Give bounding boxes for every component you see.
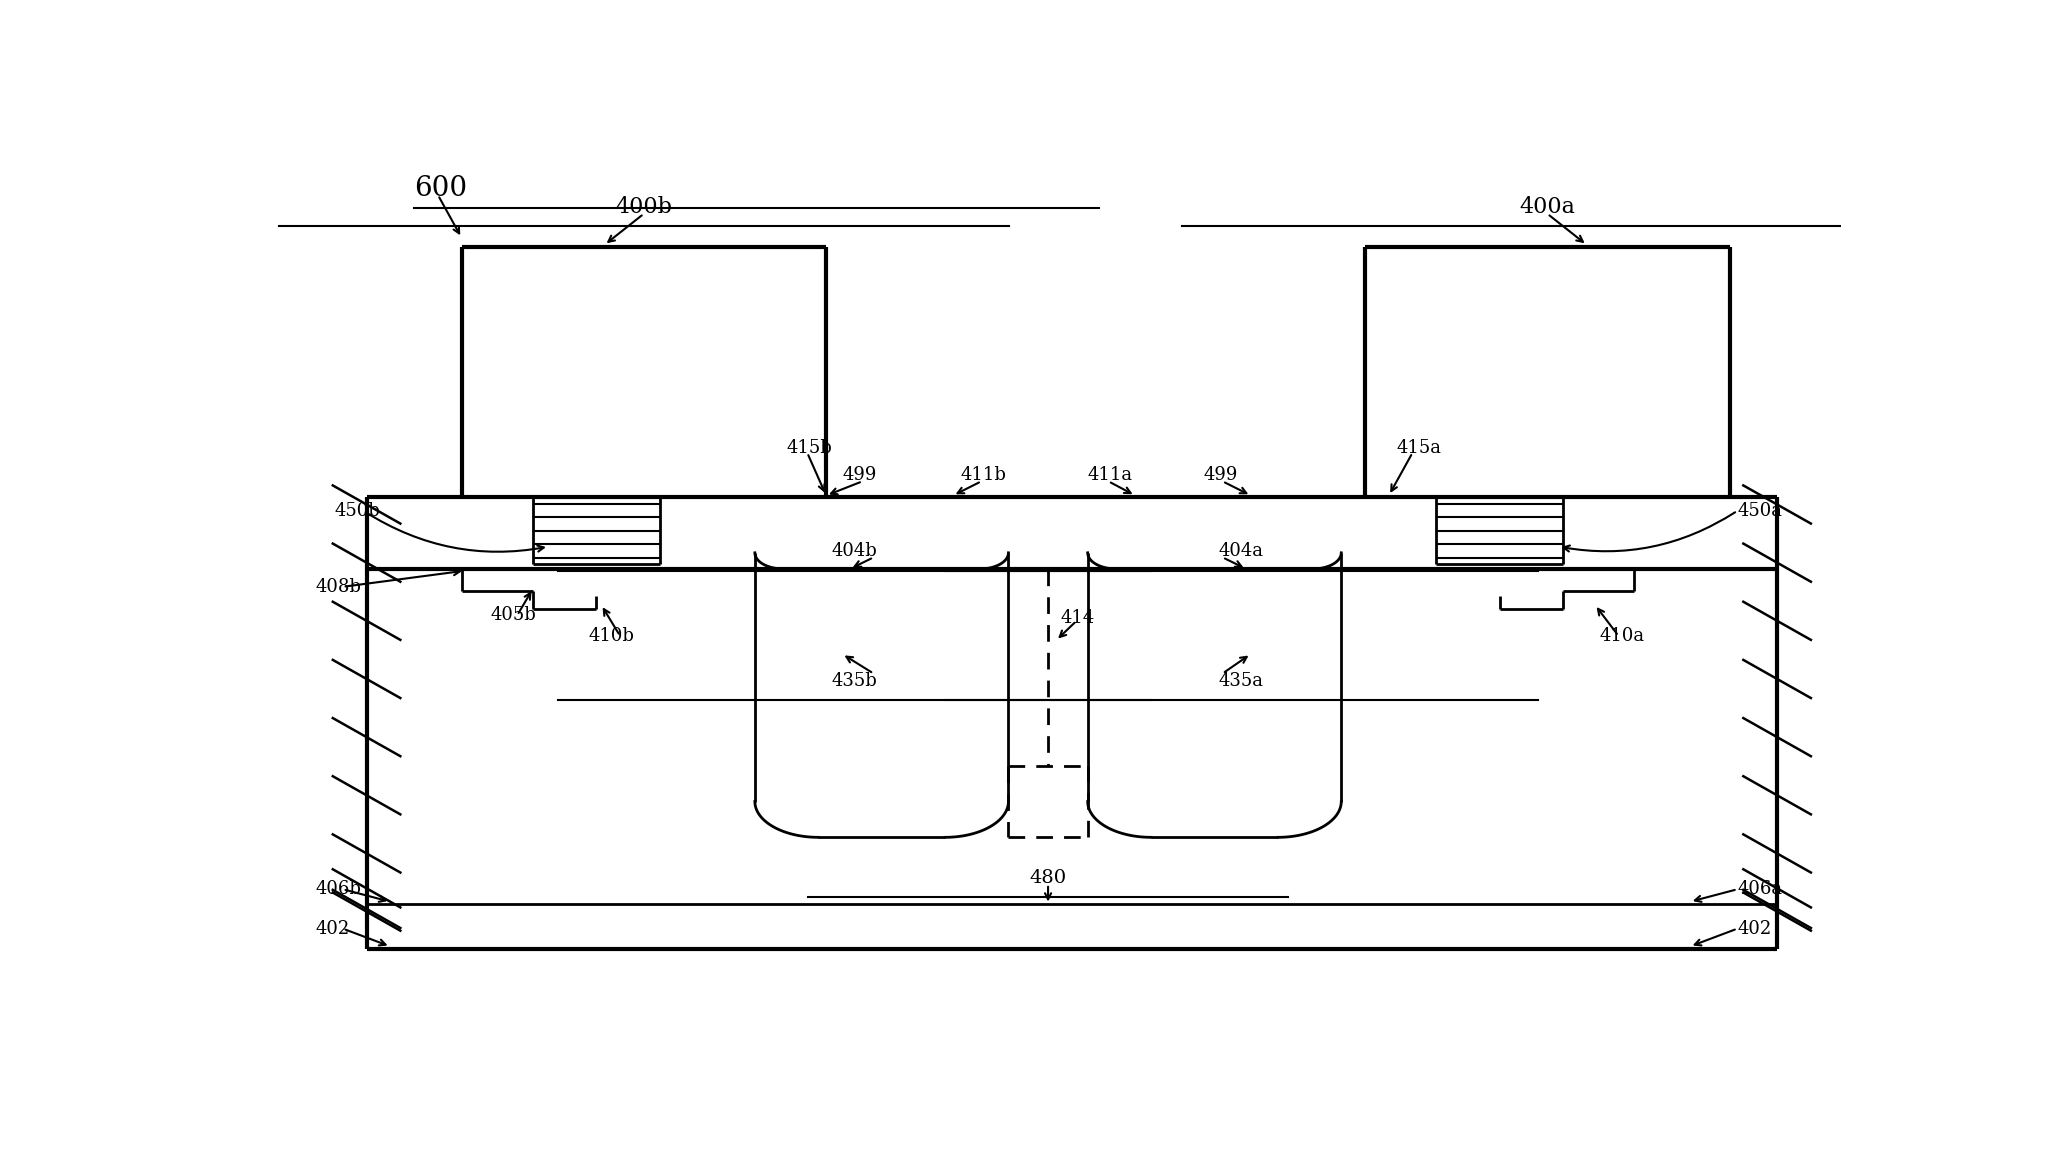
Text: 499: 499 — [843, 466, 877, 483]
Text: 450b: 450b — [335, 502, 380, 519]
Text: 600: 600 — [413, 175, 466, 202]
Text: 400b: 400b — [616, 195, 673, 217]
Text: 410b: 410b — [589, 627, 634, 645]
Text: 410a: 410a — [1599, 627, 1644, 645]
Text: 402: 402 — [315, 919, 350, 938]
Text: 400a: 400a — [1519, 195, 1575, 217]
Text: 414: 414 — [1061, 609, 1094, 627]
Text: 404a: 404a — [1219, 541, 1264, 560]
Text: 411a: 411a — [1088, 466, 1133, 483]
Text: 411b: 411b — [961, 466, 1006, 483]
Text: 415b: 415b — [787, 439, 832, 457]
Text: 480: 480 — [1029, 869, 1067, 887]
Text: 450a: 450a — [1738, 502, 1783, 519]
Text: 404b: 404b — [832, 541, 877, 560]
Text: 499: 499 — [1202, 466, 1237, 483]
Text: 402: 402 — [1738, 919, 1771, 938]
Text: 405b: 405b — [491, 607, 536, 624]
Text: 406b: 406b — [315, 881, 362, 898]
Text: 435a: 435a — [1219, 672, 1264, 690]
Text: 406a: 406a — [1738, 881, 1783, 898]
Text: 435b: 435b — [832, 672, 877, 690]
Text: 408b: 408b — [315, 578, 362, 596]
Text: 415a: 415a — [1397, 439, 1442, 457]
